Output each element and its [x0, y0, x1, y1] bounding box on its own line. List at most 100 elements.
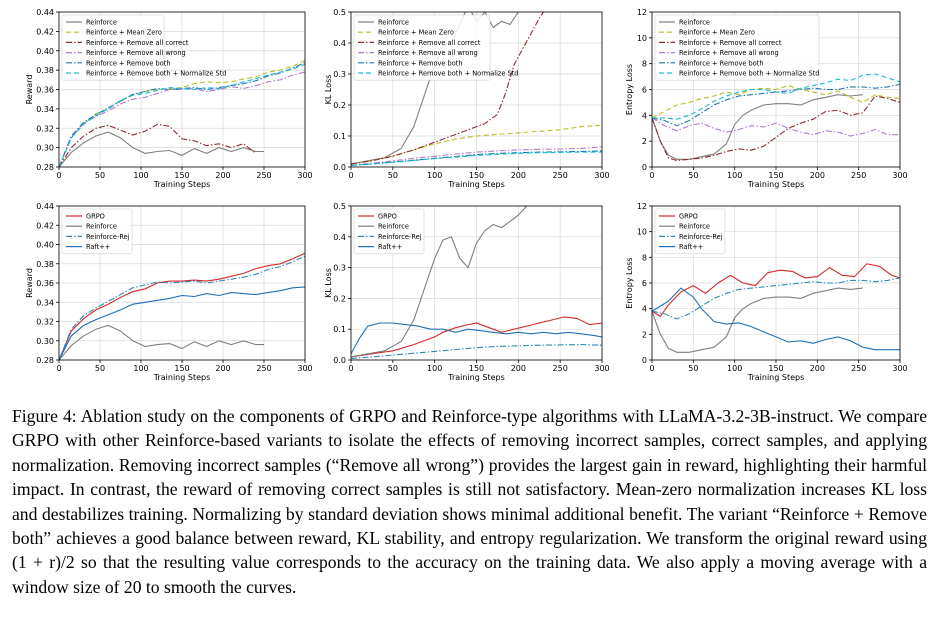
- series-line-raft-: [59, 286, 305, 360]
- x-tick-label: 300: [594, 171, 609, 180]
- y-tick-label: 0.44: [36, 8, 54, 17]
- y-axis-label: Reward: [25, 268, 34, 298]
- series-line-reinforce-rej: [59, 255, 305, 360]
- y-tick-label: 0.1: [333, 325, 346, 334]
- legend: GRPO Reinforce Reinforce-Rej Raft++: [353, 208, 425, 255]
- y-tick-label: 0: [642, 356, 647, 365]
- x-tick-label: 150: [768, 171, 783, 180]
- legend-label: Reinforce: [378, 19, 409, 27]
- legend-label: Reinforce + Remove all wrong: [86, 49, 186, 57]
- x-tick-label: 250: [256, 171, 271, 180]
- x-tick-label: 0: [348, 364, 353, 373]
- legend-label: Reinforce + Mean Zero: [86, 29, 162, 37]
- series-line-reinforce-remove-all-wrong: [652, 117, 900, 137]
- x-tick-label: 300: [594, 364, 609, 373]
- x-tick-label: 50: [688, 171, 698, 180]
- figure-caption: Figure 4: Ablation study on the componen…: [12, 406, 927, 597]
- grid: [58, 11, 306, 168]
- x-tick-label: 150: [768, 364, 783, 373]
- legend-label: Reinforce + Remove both + Normalize Std: [679, 70, 820, 78]
- series-line-reinforce-mean-zero: [652, 85, 900, 119]
- y-tick-label: 0.40: [36, 241, 54, 250]
- legend-label: Reinforce + Remove all wrong: [679, 49, 779, 57]
- y-axis-label: Reward: [25, 75, 34, 105]
- x-tick-label: 300: [892, 171, 907, 180]
- series-line-reinforce-remove-both: [59, 61, 305, 167]
- legend-box: [353, 208, 425, 255]
- x-tick-label: 250: [256, 364, 271, 373]
- series-line-reinforce-remove-all-correct: [351, 12, 545, 165]
- x-tick-label: 200: [511, 171, 526, 180]
- chart-panel-6: 0 50 100 150 200 250 300 0 2 4 6 8 10 12 Training Step…: [625, 202, 908, 382]
- x-tick-label: 200: [215, 364, 230, 373]
- series-line-reinforce-rej: [652, 277, 900, 320]
- x-tick-label: 200: [215, 171, 230, 180]
- x-tick-label: 200: [511, 364, 526, 373]
- series-line-reinforce: [351, 206, 528, 358]
- x-tick-label: 0: [649, 364, 654, 373]
- y-tick-label: 0.30: [36, 337, 54, 346]
- x-tick-label: 0: [348, 171, 353, 180]
- y-tick-label: 0.1: [333, 132, 346, 141]
- y-tick-label: 0.42: [36, 27, 54, 36]
- legend-label: Reinforce: [378, 223, 409, 231]
- y-tick-label: 6: [642, 86, 647, 95]
- y-tick-label: 0.2: [333, 101, 346, 110]
- series-line-grpo: [59, 252, 305, 360]
- y-tick-label: 6: [642, 279, 647, 288]
- legend-label: GRPO: [86, 213, 105, 221]
- legend-label: Raft++: [86, 243, 110, 251]
- y-tick-label: 0.30: [36, 144, 54, 153]
- y-tick-label: 0.28: [36, 356, 54, 365]
- legend-label: Reinforce + Mean Zero: [378, 29, 454, 37]
- y-tick-label: 0.34: [36, 298, 54, 307]
- series-line-reinforce-remove-both-normalize-std: [652, 73, 900, 120]
- legend-label: Reinforce + Remove both: [86, 59, 171, 67]
- y-tick-label: 4: [642, 305, 647, 314]
- legend-label: Reinforce: [86, 223, 117, 231]
- x-tick-label: 100: [727, 171, 742, 180]
- x-axis-label: Training Steps: [747, 180, 805, 189]
- series-line-reinforce: [59, 324, 264, 360]
- series-line-reinforce-remove-both: [351, 150, 602, 166]
- y-tick-label: 2: [642, 330, 647, 339]
- y-tick-label: 4: [642, 111, 647, 120]
- y-tick-label: 0.28: [36, 163, 54, 172]
- y-axis-label: Entropy Loss: [625, 257, 634, 308]
- x-tick-label: 150: [469, 364, 484, 373]
- y-tick-label: 0.44: [36, 202, 54, 211]
- legend-box: [654, 208, 726, 255]
- chart-panel-2: 0 50 100 150 200 250 300 0.0 0.1 0.2 0.3 0.4 0.5 Trai…: [324, 8, 610, 189]
- legend-label: Reinforce + Remove all correct: [378, 39, 481, 47]
- legend-label: Reinforce: [679, 223, 710, 231]
- legend-label: Reinforce + Remove all correct: [679, 39, 782, 47]
- y-axis-label: Entropy Loss: [625, 64, 634, 115]
- legend-label: Reinforce + Remove both + Normalize Std: [86, 70, 227, 78]
- x-tick-label: 300: [297, 364, 312, 373]
- x-tick-label: 50: [388, 364, 398, 373]
- x-axis-label: Training Steps: [153, 180, 211, 189]
- x-tick-label: 0: [56, 171, 61, 180]
- series-line-reinforce-mean-zero: [59, 59, 305, 167]
- series-line-reinforce-remove-both-normalize-std: [351, 151, 602, 166]
- series-line-reinforce: [652, 94, 863, 160]
- x-tick-label: 50: [95, 171, 105, 180]
- chart-panel-5: 0 50 100 150 200 250 300 0.0 0.1 0.2 0.3 0.4 0.5 Trai…: [324, 202, 610, 382]
- series-line-reinforce-remove-all-correct: [59, 123, 257, 167]
- legend-label: Reinforce: [86, 19, 117, 27]
- x-tick-label: 200: [810, 171, 825, 180]
- legend-label: Reinforce + Remove both + Normalize Std: [378, 70, 519, 78]
- x-tick-label: 0: [56, 364, 61, 373]
- y-tick-label: 10: [637, 34, 647, 43]
- series-line-reinforce-remove-all-wrong: [351, 146, 602, 166]
- y-axis-label: KL Loss: [324, 75, 333, 105]
- y-tick-label: 0.36: [36, 86, 54, 95]
- y-tick-label: 0.2: [333, 294, 346, 303]
- y-axis-label: KL Loss: [324, 268, 333, 298]
- x-tick-label: 300: [297, 171, 312, 180]
- legend: Reinforce Reinforce + Mean Zero Reinforce …: [353, 14, 519, 81]
- y-tick-label: 0.34: [36, 105, 54, 114]
- y-tick-label: 0.3: [333, 70, 346, 79]
- y-tick-label: 8: [642, 60, 647, 69]
- y-tick-label: 0.4: [333, 39, 346, 48]
